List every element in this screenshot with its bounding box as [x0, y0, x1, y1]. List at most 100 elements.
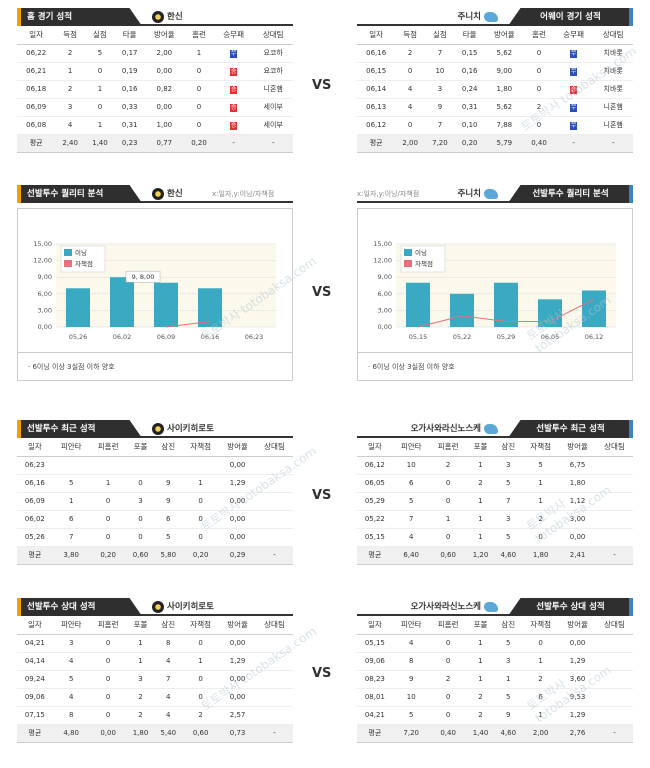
legend-swatch: [64, 249, 72, 256]
column-header: 피안타: [52, 438, 90, 457]
column-header: 일자: [17, 438, 53, 457]
table-cell: 1,00: [144, 116, 185, 135]
table-cell: 2,00: [144, 44, 185, 63]
column-header: 방어율: [559, 616, 597, 635]
table-cell: 4: [154, 652, 183, 671]
average-cell: 0,20: [454, 134, 485, 153]
bar: [154, 282, 178, 327]
vs-label: VS: [312, 666, 332, 681]
table-cell: 0: [126, 528, 155, 547]
column-header: 방어율: [144, 26, 185, 45]
column-header: 상대팀: [593, 26, 633, 45]
average-cell: 4,60: [494, 724, 523, 743]
x-tick-label: 06,02: [113, 333, 132, 341]
result-badge: 무: [570, 121, 578, 130]
table-cell: 06,18: [17, 80, 56, 99]
table-cell: 06,12: [357, 456, 393, 475]
table-cell: 1,80: [484, 80, 525, 99]
recent-left-title: 선발투수 최근 성적: [17, 420, 142, 438]
table-cell: 0: [89, 670, 127, 689]
table-row: 06,15 0 10 0,16 9,00 0 무 치바롯: [357, 62, 633, 81]
table-cell: 05,15: [357, 634, 393, 653]
result-badge: 승: [230, 85, 238, 94]
average-cell: 평균: [357, 134, 396, 153]
column-header: 피안타: [52, 616, 90, 635]
column-header: 피홈런: [429, 616, 467, 635]
legend-label: 이닝: [75, 248, 87, 257]
table-cell: 0: [182, 634, 220, 653]
average-cell: 2,00: [522, 724, 560, 743]
average-cell: 7,20: [392, 724, 430, 743]
table-cell: 0: [524, 62, 554, 81]
average-cell: 0,40: [429, 724, 467, 743]
table-cell: [596, 670, 633, 689]
table-cell: 니혼햄: [593, 98, 633, 117]
column-header: 피안타: [392, 616, 430, 635]
table-cell: 0,16: [454, 62, 485, 81]
result-badge: 승: [230, 121, 238, 130]
table-row: 04,14 4 0 1 4 1 1,29: [17, 652, 293, 671]
average-cell: 0,20: [184, 134, 214, 153]
table-cell: 6: [522, 688, 560, 707]
series-line: [165, 320, 211, 328]
table-cell: 1,80: [559, 474, 597, 493]
table-cell: 세이부: [253, 116, 293, 135]
table-cell: 6,75: [559, 456, 597, 475]
home-team-label: 한신: [152, 10, 183, 24]
table-row: 05,15 4 0 1 5 0 0,00: [357, 528, 633, 547]
table-cell: 4: [154, 688, 183, 707]
table-cell: 5,62: [484, 98, 525, 117]
bar: [450, 293, 474, 327]
average-cell: -: [213, 134, 254, 153]
chunichi-logo-icon: [484, 602, 498, 612]
table-cell: 06,23: [17, 456, 53, 475]
table-row: 06,13 4 9 0,31 5,62 2 무 니혼햄: [357, 98, 633, 117]
table-cell: [256, 670, 293, 689]
table-cell: 3: [52, 634, 90, 653]
annotation-label: 9, 8,00: [132, 273, 155, 281]
team-name: 주니치: [457, 12, 481, 22]
table-cell: 06,09: [17, 492, 53, 511]
average-cell: 2,41: [559, 546, 597, 565]
column-header: 자책점: [522, 438, 560, 457]
opp-right-panel: 선발투수 상대 성적 오가사와라신노스케 일자 피안타 피홈런 포볼 삼진 자책점 방어율 상…: [357, 598, 633, 743]
table-cell: 0: [184, 80, 214, 99]
table-cell: 04,14: [17, 652, 53, 671]
table-cell: 9: [392, 670, 430, 689]
vs-label: VS: [312, 285, 332, 300]
legend-label: 자책점: [75, 259, 93, 268]
away-record-panel: 어웨이 경기 성적 주니치 일자 득점 실점 타율 방어율 홈런 승무패 상대팀 06,16 2 7…: [357, 8, 633, 153]
recent-left-team: 사이키히로토: [152, 422, 214, 436]
x-tick-label: 06,09: [157, 333, 176, 341]
table-row: 08,23 9 2 1 1 2 3,60: [357, 670, 633, 689]
table-cell: 0,31: [454, 98, 485, 117]
table-cell: 0,00: [144, 62, 185, 81]
table-cell: 2: [524, 98, 554, 117]
x-tick-label: 06,16: [201, 333, 220, 341]
result-badge: 무: [230, 49, 238, 58]
chunichi-logo-icon: [484, 189, 498, 199]
table-cell: 2: [522, 510, 560, 529]
table-cell: 0,00: [219, 528, 257, 547]
column-header: 타율: [454, 26, 485, 45]
result-cell: 승: [553, 80, 594, 99]
y-tick-label: 6,00: [38, 290, 52, 298]
table-cell: 1: [522, 492, 560, 511]
average-row: 평균 4,80 0,00 1,80 5,40 0,60 0,73-: [17, 724, 293, 743]
header-accent: [17, 185, 21, 203]
team-name: 한신: [167, 12, 183, 22]
average-cell: 0,20: [182, 546, 220, 565]
table-row: 08,01 10 0 2 5 6 9,53: [357, 688, 633, 707]
table-row: 06,09 1 0 3 9 0 0,00: [17, 492, 293, 511]
table-cell: 2: [466, 688, 495, 707]
table-cell: 0,10: [454, 116, 485, 135]
axis-note: x:일자,y:이닝/자책점: [212, 190, 275, 198]
table-cell: 0: [184, 62, 214, 81]
table-cell: 0: [524, 80, 554, 99]
recent-left-table: 일자 피안타 피홈런 포볼 삼진 자책점 방어율 상대팀 06,23 0,00 06,16 5 1 0 9 1…: [17, 438, 293, 565]
table-row: 04,21 3 0 1 8 0 0,00: [17, 634, 293, 653]
average-cell: 1,80: [126, 724, 155, 743]
average-cell: 1,80: [522, 546, 560, 565]
table-cell: 0,00: [219, 670, 257, 689]
opp-right-header: 선발투수 상대 성적 오가사와라신노스케: [357, 598, 633, 616]
